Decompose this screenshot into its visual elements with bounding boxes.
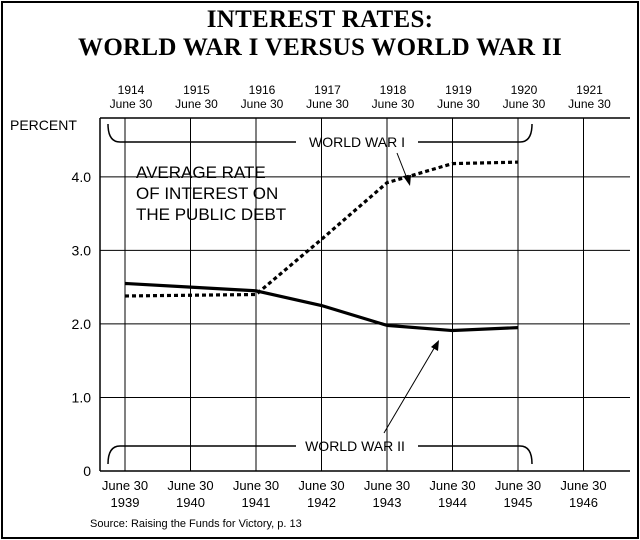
source-note: Source: Raising the Funds for Victory, p…: [90, 518, 302, 530]
bottom-tick-date: June 30: [167, 478, 213, 493]
wwi-arrowhead: [403, 175, 411, 186]
top-tick-date: June 30: [437, 97, 480, 111]
top-tick-date: June 30: [175, 97, 218, 111]
axes: [99, 117, 630, 472]
bottom-axis-tick-labels: June 30 1939 June 30 1940 June 30 1941 June 30…: [102, 478, 607, 510]
bottom-tick-date: June 30: [364, 478, 410, 493]
label-arrows: [383, 152, 439, 434]
bottom-tick-year: 1941: [242, 495, 271, 510]
y-tick-labels: 0 1.0 2.0 3.0 4.0: [72, 169, 92, 479]
wwii-bracket: [107, 445, 533, 465]
bottom-tick-year: 1939: [111, 495, 140, 510]
bottom-tick-year: 1942: [307, 495, 336, 510]
bottom-tick-year: 1943: [373, 495, 402, 510]
bottom-tick-date: June 30: [298, 478, 344, 493]
top-tick-date: June 30: [306, 97, 349, 111]
top-tick-year: 1920: [511, 83, 538, 97]
top-tick-date: June 30: [372, 97, 415, 111]
y-tick-label: 0: [83, 463, 91, 479]
y-tick-label: 4.0: [72, 169, 92, 185]
bottom-tick-date: June 30: [429, 478, 475, 493]
annotation-line-2: OF INTEREST ON: [136, 184, 278, 203]
top-tick-year: 1916: [249, 83, 276, 97]
top-tick-year: 1917: [314, 83, 341, 97]
wwii-line: [124, 281, 519, 333]
top-tick-date: June 30: [568, 97, 611, 111]
annotation-line-3: THE PUBLIC DEBT: [136, 205, 286, 224]
top-tick-date: June 30: [110, 97, 153, 111]
wwii-arrow-line: [383, 344, 437, 434]
wwi-line: [124, 160, 519, 298]
bottom-tick-year: 1940: [176, 495, 205, 510]
top-tick-year: 1915: [183, 83, 210, 97]
bottom-tick-year: 1944: [438, 495, 467, 510]
wwi-bracket: [107, 123, 533, 143]
top-tick-year: 1919: [445, 83, 472, 97]
bottom-tick-year: 1945: [504, 495, 533, 510]
top-tick-year: 1918: [380, 83, 407, 97]
wwii-arrowhead: [431, 340, 439, 351]
series-lines: [124, 160, 519, 333]
annotation-line-1: AVERAGE RATE: [136, 163, 266, 182]
y-tick-label: 2.0: [72, 316, 92, 332]
bottom-tick-year: 1946: [569, 495, 598, 510]
y-tick-label: 3.0: [72, 242, 92, 258]
top-tick-year: 1921: [576, 83, 603, 97]
top-tick-date: June 30: [241, 97, 284, 111]
bottom-tick-date: June 30: [233, 478, 279, 493]
bottom-tick-date: June 30: [560, 478, 606, 493]
top-tick-year: 1914: [118, 83, 145, 97]
wwi-bracket-label: WORLD WAR I: [309, 134, 405, 150]
chart-title-line-1: INTEREST RATES:: [207, 6, 434, 33]
y-axis-label: PERCENT: [10, 117, 77, 133]
grid-lines: [100, 118, 630, 471]
bottom-tick-date: June 30: [495, 478, 541, 493]
bottom-tick-date: June 30: [102, 478, 148, 493]
chart-title-line-2: WORLD WAR I VERSUS WORLD WAR II: [78, 34, 562, 61]
y-tick-label: 1.0: [72, 389, 92, 405]
wwii-bracket-label: WORLD WAR II: [305, 438, 405, 454]
top-tick-date: June 30: [503, 97, 546, 111]
